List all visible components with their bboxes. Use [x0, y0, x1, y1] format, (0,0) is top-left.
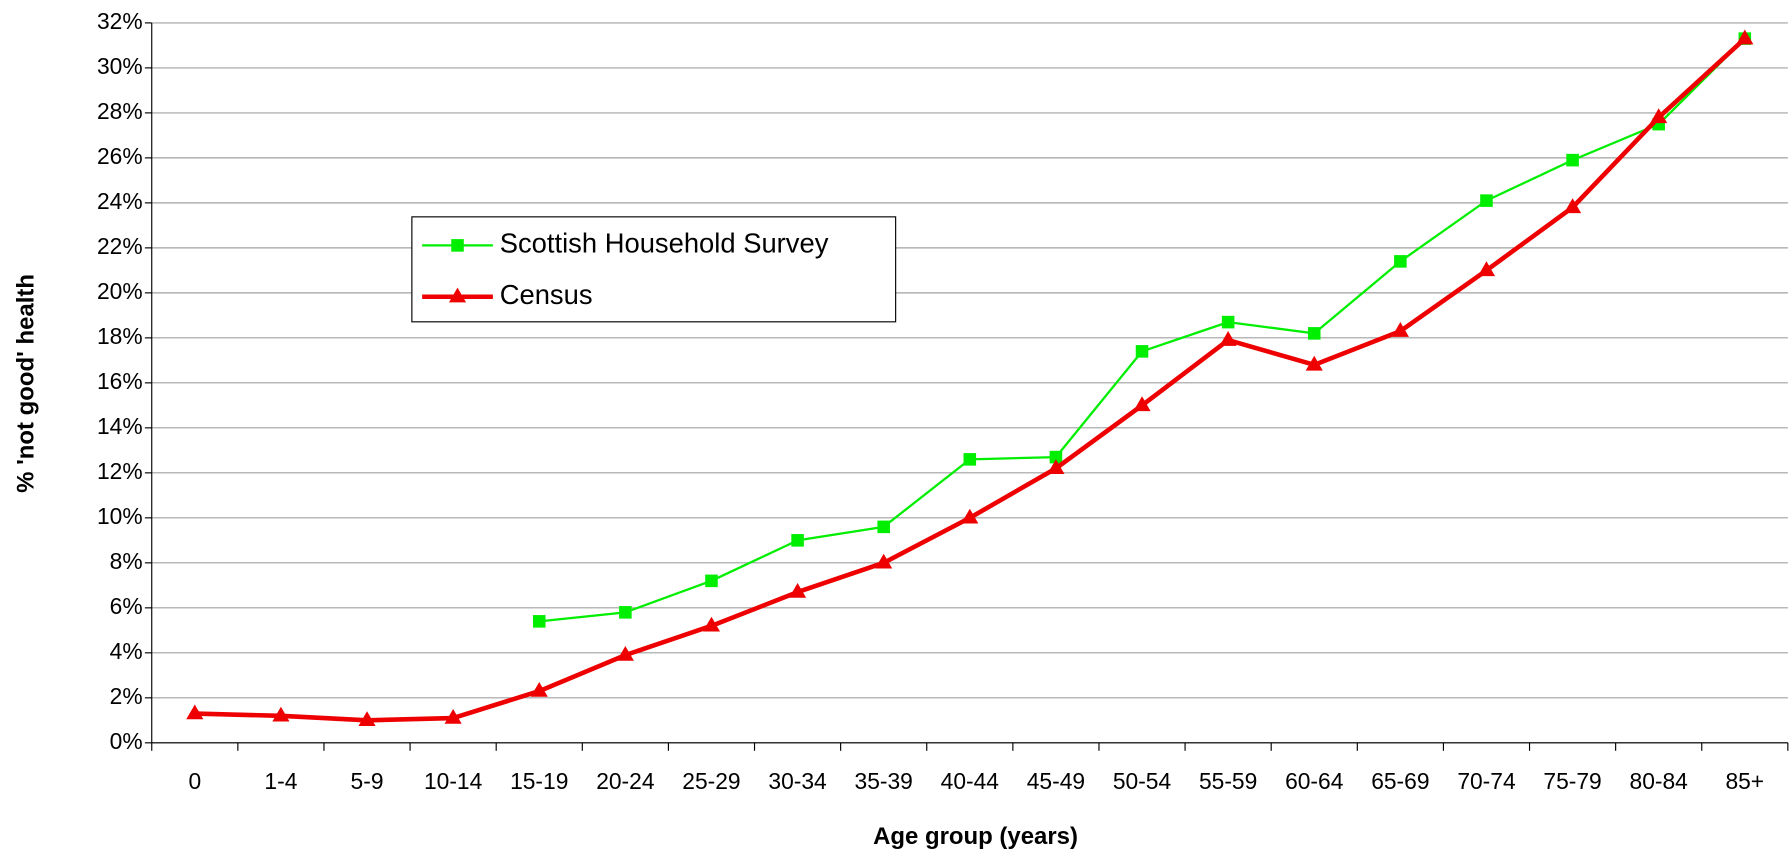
x-tick-label: 85+ [1725, 768, 1764, 794]
y-tick-label: 20% [97, 278, 143, 304]
marker [616, 645, 634, 661]
y-tick-label: 22% [97, 233, 143, 259]
y-tick-label: 18% [97, 323, 143, 349]
marker [1477, 261, 1496, 277]
line [194, 36, 1747, 723]
x-tick-label: 55-59 [1199, 768, 1257, 794]
x-axis-title: Age group (years) [873, 823, 1078, 850]
y-tick-label: 16% [97, 368, 143, 394]
marker [1391, 321, 1409, 337]
marker [789, 582, 807, 598]
x-tick-label: 50-54 [1113, 768, 1172, 794]
marker [530, 681, 548, 697]
legend-marker [448, 287, 467, 303]
marker [1133, 396, 1151, 412]
x-tick-label: 65-69 [1371, 768, 1429, 794]
marker [961, 508, 979, 524]
x-tick-label: 5-9 [351, 768, 384, 794]
x-tick-label: 35-39 [855, 768, 913, 794]
legend-label: Scottish Household Survey [500, 228, 829, 259]
y-tick-label: 8% [110, 548, 143, 574]
x-tick-label: 75-79 [1543, 768, 1601, 794]
marker [1566, 153, 1579, 167]
x-tick-label: 40-44 [941, 768, 1000, 794]
marker [702, 616, 721, 632]
marker [1221, 315, 1235, 329]
marker [875, 553, 893, 569]
x-tick-label: 1-4 [264, 768, 297, 794]
marker [1650, 108, 1668, 124]
x-tick-label: 80-84 [1630, 768, 1689, 794]
x-tick-label: 20-24 [596, 768, 655, 794]
marker [619, 606, 632, 619]
x-tick-label: 45-49 [1027, 768, 1085, 794]
marker [1135, 345, 1149, 358]
marker [1480, 194, 1493, 207]
marker [272, 706, 290, 722]
marker [1736, 29, 1754, 45]
y-axis-title: % 'not good' health [13, 274, 40, 493]
x-tick-label: 70-74 [1457, 768, 1516, 794]
y-tick-label: 10% [97, 503, 143, 529]
y-tick-label: 6% [110, 593, 143, 619]
legend-marker [451, 239, 464, 252]
x-tick-label: 25-29 [682, 768, 740, 794]
x-tick-label: 30-34 [768, 768, 827, 794]
marker [1047, 459, 1065, 475]
y-tick-label: 28% [97, 98, 143, 124]
line [539, 37, 1746, 623]
marker [877, 520, 890, 534]
y-tick-label: 24% [97, 188, 143, 214]
marker [186, 704, 204, 720]
marker [963, 453, 977, 466]
marker [1219, 330, 1237, 346]
x-tick-label: 10-14 [424, 768, 483, 794]
y-tick-label: 12% [97, 458, 143, 484]
legend-box [411, 216, 897, 323]
marker [532, 615, 546, 628]
marker [358, 711, 376, 727]
marker [1305, 355, 1323, 371]
y-tick-label: 4% [110, 638, 143, 664]
marker [444, 708, 462, 724]
y-tick-label: 26% [97, 143, 143, 169]
marker [705, 574, 718, 588]
y-tick-label: 2% [110, 683, 143, 709]
y-tick-label: 0% [110, 728, 143, 754]
y-tick-label: 30% [97, 53, 143, 79]
marker [791, 534, 804, 547]
y-tick-label: 14% [97, 413, 143, 439]
x-tick-label: 60-64 [1285, 768, 1344, 794]
marker [1049, 450, 1063, 464]
x-tick-label: 15-19 [510, 768, 568, 794]
marker [1564, 198, 1582, 214]
x-tick-label: 0 [188, 768, 201, 794]
marker [1307, 327, 1321, 340]
legend-label: Census [500, 279, 593, 310]
marker [1394, 255, 1407, 268]
y-tick-label: 32% [97, 8, 143, 34]
